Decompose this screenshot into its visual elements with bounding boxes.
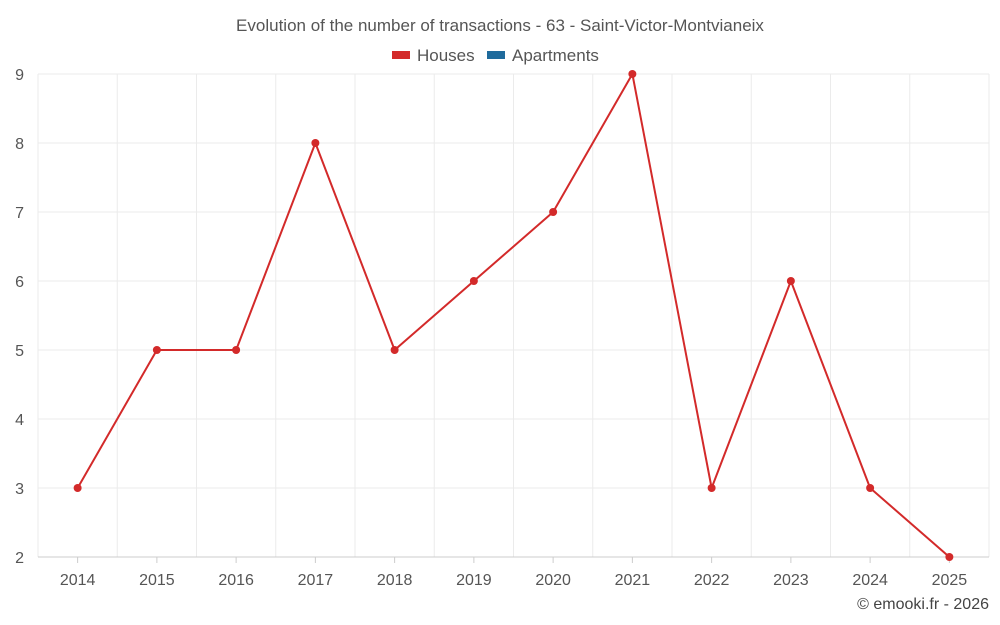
x-tick-label: 2021 xyxy=(615,572,651,589)
chart-title: Evolution of the number of transactions … xyxy=(236,16,764,35)
grid xyxy=(37,73,990,557)
x-tick-label: 2022 xyxy=(694,572,730,589)
y-tick-label: 5 xyxy=(15,343,24,360)
data-point[interactable] xyxy=(628,70,637,78)
data-point[interactable] xyxy=(707,484,716,492)
x-tick-label: 2020 xyxy=(535,572,571,589)
series-line xyxy=(76,73,951,558)
y-tick-label: 8 xyxy=(15,136,24,153)
data-point[interactable] xyxy=(311,139,320,147)
x-tick-label: 2014 xyxy=(60,572,96,589)
data-point[interactable] xyxy=(73,484,82,492)
data-point[interactable] xyxy=(390,346,399,354)
data-point[interactable] xyxy=(152,346,161,354)
legend-label-houses[interactable]: Houses xyxy=(417,46,475,65)
legend-label-apartments[interactable]: Apartments xyxy=(512,46,599,65)
y-axis: 2 3 4 5 6 7 8 9 xyxy=(15,67,24,567)
legend[interactable]: Houses Apartments xyxy=(392,46,599,65)
x-tick-label: 2017 xyxy=(298,572,334,589)
legend-swatch-houses xyxy=(392,51,410,59)
data-point[interactable] xyxy=(786,277,795,285)
data-point[interactable] xyxy=(469,277,478,285)
y-tick-label: 3 xyxy=(15,481,24,498)
data-point[interactable] xyxy=(866,484,875,492)
series-houses xyxy=(73,70,954,561)
x-axis: 2014 2015 2016 2017 2018 2019 2020 2021 2022 2023… xyxy=(38,556,989,589)
data-point[interactable] xyxy=(232,346,241,354)
x-tick-label: 2018 xyxy=(377,572,413,589)
data-point[interactable] xyxy=(945,553,954,561)
data-point[interactable] xyxy=(549,208,558,216)
legend-swatch-apartments xyxy=(487,51,505,59)
y-tick-label: 2 xyxy=(15,550,24,567)
x-tick-label: 2024 xyxy=(852,572,888,589)
credit-text: © emooki.fr - 2026 xyxy=(857,596,989,613)
y-tick-label: 7 xyxy=(15,205,24,222)
x-tick-label: 2016 xyxy=(218,572,254,589)
y-tick-label: 6 xyxy=(15,274,24,291)
y-tick-label: 4 xyxy=(15,412,24,429)
x-tick-label: 2015 xyxy=(139,572,175,589)
x-tick-label: 2023 xyxy=(773,572,809,589)
x-tick-label: 2019 xyxy=(456,572,492,589)
x-tick-label: 2025 xyxy=(932,572,968,589)
y-tick-label: 9 xyxy=(15,67,24,84)
